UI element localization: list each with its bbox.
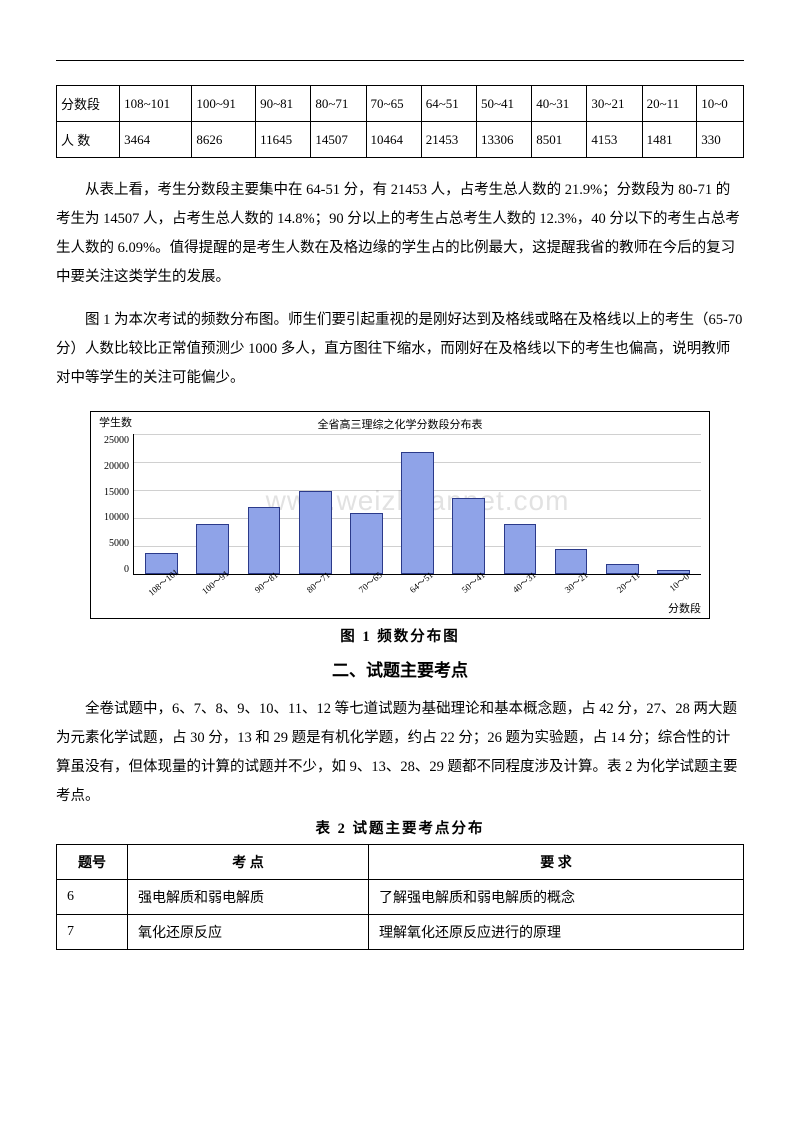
- chart-plot-area: 25000 20000 15000 10000 5000 0 www.weizh…: [99, 434, 701, 575]
- value-cell: 8501: [532, 122, 587, 158]
- chart-bars: [134, 434, 701, 574]
- value-cell: 14507: [311, 122, 366, 158]
- table-row: 题号 考 点 要 求: [57, 845, 744, 880]
- header-cell: 100~91: [192, 86, 256, 122]
- value-cell: 4153: [587, 122, 642, 158]
- header-divider: [56, 60, 744, 61]
- header-cell: 64~51: [421, 86, 476, 122]
- header-cell: 要 求: [369, 845, 744, 880]
- figure-caption: 图 1 频数分布图: [56, 625, 744, 646]
- chart-yaxis: 25000 20000 15000 10000 5000 0: [99, 435, 129, 575]
- value-cell: 11645: [256, 122, 311, 158]
- bar-slot: [648, 434, 699, 574]
- value-cell: 21453: [421, 122, 476, 158]
- section-heading: 二、试题主要考点: [56, 656, 744, 681]
- ytick-label: 15000: [99, 487, 129, 498]
- topic-cell: 强电解质和弱电解质: [128, 880, 369, 915]
- chart-title: 全省高三理综之化学分数段分布表: [99, 416, 701, 432]
- ytick-label: 5000: [99, 538, 129, 549]
- frequency-distribution-chart: 学生数 全省高三理综之化学分数段分布表 25000 20000 15000 10…: [90, 411, 710, 619]
- bar-slot: [238, 434, 289, 574]
- header-cell: 80~71: [311, 86, 366, 122]
- table-row: 人 数 3464 8626 11645 14507 10464 21453 13…: [57, 122, 744, 158]
- body-paragraph: 图 1 为本次考试的频数分布图。师生们要引起重视的是刚好达到及格线或略在及格线以…: [56, 306, 744, 393]
- bar-slot: [443, 434, 494, 574]
- header-cell: 考 点: [128, 845, 369, 880]
- header-cell: 90~81: [256, 86, 311, 122]
- ytick-label: 10000: [99, 512, 129, 523]
- chart-bar: [452, 498, 485, 575]
- chart-xlabel: 分数段: [668, 600, 701, 616]
- topic-cell: 氧化还原反应: [128, 915, 369, 950]
- header-cell: 20~11: [642, 86, 697, 122]
- bar-slot: [341, 434, 392, 574]
- requirement-cell: 了解强电解质和弱电解质的概念: [369, 880, 744, 915]
- value-cell: 13306: [476, 122, 531, 158]
- requirement-cell: 理解氧化还原反应进行的原理: [369, 915, 744, 950]
- table-caption: 表 2 试题主要考点分布: [56, 817, 744, 838]
- table-row: 分数段 108~101 100~91 90~81 80~71 70~65 64~…: [57, 86, 744, 122]
- row-label-cell: 人 数: [57, 122, 120, 158]
- table-row: 6 强电解质和弱电解质 了解强电解质和弱电解质的概念: [57, 880, 744, 915]
- chart-ylabel: 学生数: [99, 414, 132, 430]
- table-row: 7 氧化还原反应 理解氧化还原反应进行的原理: [57, 915, 744, 950]
- chart-bar: [350, 513, 383, 574]
- value-cell: 330: [697, 122, 744, 158]
- body-paragraph: 从表上看，考生分数段主要集中在 64-51 分，有 21453 人，占考生总人数…: [56, 176, 744, 292]
- ytick-label: 25000: [99, 435, 129, 446]
- header-cell: 50~41: [476, 86, 531, 122]
- topics-table: 题号 考 点 要 求 6 强电解质和弱电解质 了解强电解质和弱电解质的概念 7 …: [56, 844, 744, 950]
- header-cell: 10~0: [697, 86, 744, 122]
- header-cell: 108~101: [120, 86, 192, 122]
- header-cell: 30~21: [587, 86, 642, 122]
- chart-bar: [401, 452, 434, 574]
- header-cell: 40~31: [532, 86, 587, 122]
- bar-slot: [546, 434, 597, 574]
- document-page: 分数段 108~101 100~91 90~81 80~71 70~65 64~…: [0, 0, 800, 990]
- bar-slot: [136, 434, 187, 574]
- chart-plot: www.weizhuannet.com: [133, 434, 701, 575]
- bar-slot: [392, 434, 443, 574]
- bar-slot: [187, 434, 238, 574]
- question-number-cell: 7: [57, 915, 128, 950]
- question-number-cell: 6: [57, 880, 128, 915]
- chart-bar: [299, 491, 332, 574]
- bar-slot: [290, 434, 341, 574]
- header-cell: 题号: [57, 845, 128, 880]
- header-cell: 70~65: [366, 86, 421, 122]
- value-cell: 1481: [642, 122, 697, 158]
- header-cell: 分数段: [57, 86, 120, 122]
- body-paragraph: 全卷试题中，6、7、8、9、10、11、12 等七道试题为基础理论和基本概念题，…: [56, 695, 744, 811]
- value-cell: 10464: [366, 122, 421, 158]
- ytick-label: 20000: [99, 461, 129, 472]
- value-cell: 8626: [192, 122, 256, 158]
- ytick-label: 0: [99, 564, 129, 575]
- value-cell: 3464: [120, 122, 192, 158]
- chart-xlabels: 108～101100～9190～8180～7170～6564～5150～4140…: [99, 575, 701, 590]
- bar-slot: [494, 434, 545, 574]
- score-distribution-table: 分数段 108~101 100~91 90~81 80~71 70~65 64~…: [56, 85, 744, 158]
- bar-slot: [597, 434, 648, 574]
